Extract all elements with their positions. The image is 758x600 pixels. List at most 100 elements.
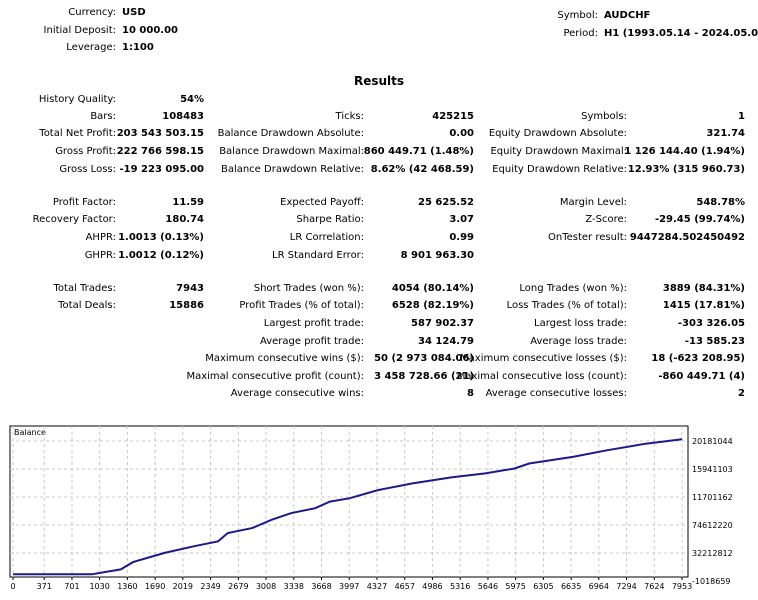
balance-chart: Balance 20181044 15941103 11701162 74612220 3… [9,425,733,591]
stat-value: 860 449.71 (1.48%) [363,146,474,157]
x-tick-label: 3008 [256,582,276,591]
x-tick-label: 2019 [173,582,193,591]
stat-value: 1 126 144.40 (1.94%) [624,146,745,157]
stat-label: Loss Trades (% of total): [506,300,627,311]
stat-value: 7943 [176,283,204,294]
stat-value: -860 449.71 (4) [658,371,745,382]
x-tick-label: 1690 [145,582,165,591]
stat-value: 8 901 963.30 [400,250,474,261]
x-tick-label: 5646 [478,582,498,591]
stat-value: 3.07 [449,214,474,225]
header-value: USD [122,7,146,18]
stat-value: 6528 (82.19%) [391,300,474,311]
y-tick-label: -1018659 [692,577,731,586]
x-tick-label: 3668 [311,582,331,591]
x-tick-label: 4986 [422,582,442,591]
stat-label: Long Trades (won %): [519,283,627,294]
y-tick-label: 32212812 [692,549,733,558]
header-label: Period: [563,27,598,39]
header-label: Initial Deposit: [43,24,116,36]
x-tick-label: 371 [37,582,52,591]
x-tick-label: 3338 [284,582,304,591]
stat-label: Maximum consecutive losses ($): [460,353,627,364]
header-label: Symbol: [557,10,598,21]
x-tick-label: 4327 [367,582,387,591]
stat-label: OnTester result: [547,232,627,243]
stat-value: 11.59 [172,197,204,208]
x-tick-label: 6964 [589,582,609,591]
x-tick-label: 0 [10,582,15,591]
stat-label: Total Deals: [58,300,116,311]
header-value: 10 000.00 [122,24,178,36]
stat-label: Profit Factor: [52,197,116,208]
stat-label: Maximum consecutive wins ($): [205,353,364,364]
y-tick-label: 74612220 [692,521,733,530]
stat-label: Gross Profit: [55,146,116,157]
x-tick-label: 7624 [644,582,664,591]
stat-value: 321.74 [706,128,745,139]
stat-label: Recovery Factor: [32,214,116,225]
results-row: Total Net Profit: 203 543 503.15 Balance D… [0,128,758,145]
stat-label: LR Correlation: [289,232,364,243]
results-row: Maximal consecutive profit (count): 3 458… [0,371,758,388]
stat-label: Gross Loss: [59,164,116,175]
stat-value: 203 543 503.15 [116,128,204,139]
results-row: GHPR: 1.0012 (0.12%) LR Standard Error: 8 9… [0,250,758,267]
stat-label: Average loss trade: [530,336,627,347]
stat-value: 34 124.79 [418,336,474,347]
x-tick-label: 701 [64,582,79,591]
stat-value: -303 326.05 [677,318,745,329]
stat-label: Average profit trade: [259,336,364,347]
results-row: Largest profit trade: 587 902.37 Largest l… [0,318,758,335]
results-row: Total Deals: 15886 Profit Trades (% of tot… [0,300,758,317]
header-label: Leverage: [66,42,116,53]
stat-label: Short Trades (won %): [253,283,364,294]
stat-label: History Quality: [38,94,116,105]
stat-label: Equity Drawdown Relative: [492,164,627,175]
results-row: Gross Loss: -19 223 095.00 Balance Drawdow… [0,164,758,181]
stat-value: 425215 [432,111,474,122]
stat-label: Profit Trades (% of total): [239,300,364,311]
results-row: Profit Factor: 11.59 Expected Payoff: 25 62… [0,197,758,214]
stat-value: -19 223 095.00 [119,164,205,175]
x-tick-label: 3997 [339,582,359,591]
stat-value: -13 585.23 [684,336,745,347]
x-tick-label: 2679 [228,582,248,591]
x-tick-label: 2349 [200,582,220,591]
stat-value: 8.62% (42 468.59) [370,164,474,175]
stat-value: 54% [180,94,204,105]
stat-value: 3 458 728.66 (21) [374,371,474,382]
stat-label: Average consecutive losses: [485,388,627,399]
stat-label: LR Standard Error: [272,250,364,261]
results-row: Average profit trade: 34 124.79 Average lo… [0,336,758,353]
stat-value: 1 [738,111,745,122]
balance-line [13,438,683,576]
stat-label: Symbols: [581,111,627,122]
stat-value: 15886 [169,300,204,311]
stat-value: 25 625.52 [418,197,474,208]
header-value: AUDCHF [604,10,651,21]
results-row: Recovery Factor: 180.74 Sharpe Ratio: 3.07 Z… [0,214,758,231]
results-row: Bars: 108483 Ticks: 425215 Symbols: 1 [0,111,758,128]
results-row: Maximum consecutive wins ($): 50 (2 973 0… [0,353,758,370]
stat-value: 180.74 [165,214,204,225]
stat-label: Z-Score: [585,214,627,225]
x-tick-label: 6635 [561,582,581,591]
results-title: Results [353,74,405,88]
stat-label: Equity Drawdown Absolute: [488,128,627,139]
x-tick-label: 5975 [505,582,525,591]
stat-label: Total Trades: [53,283,117,294]
stat-value: -29.45 (99.74%) [654,214,745,225]
stat-label: Average consecutive wins: [230,388,364,399]
results-row: Total Trades: 7943 Short Trades (won %): 40… [0,283,758,300]
header-value: H1 (1993.05.14 - 2024.05.05) [604,27,758,39]
x-tick-label: 1030 [89,582,109,591]
stat-value: 587 902.37 [411,318,474,329]
stat-label: AHPR: [85,232,116,243]
x-tick-label: 4657 [395,582,415,591]
x-tick-label: 7294 [616,582,636,591]
stat-label: Equity Drawdown Maximal: [490,146,627,157]
y-tick-label: 20181044 [692,437,733,446]
stat-label: Balance Drawdown Maximal: [219,146,364,157]
stat-label: Largest profit trade: [263,318,364,329]
